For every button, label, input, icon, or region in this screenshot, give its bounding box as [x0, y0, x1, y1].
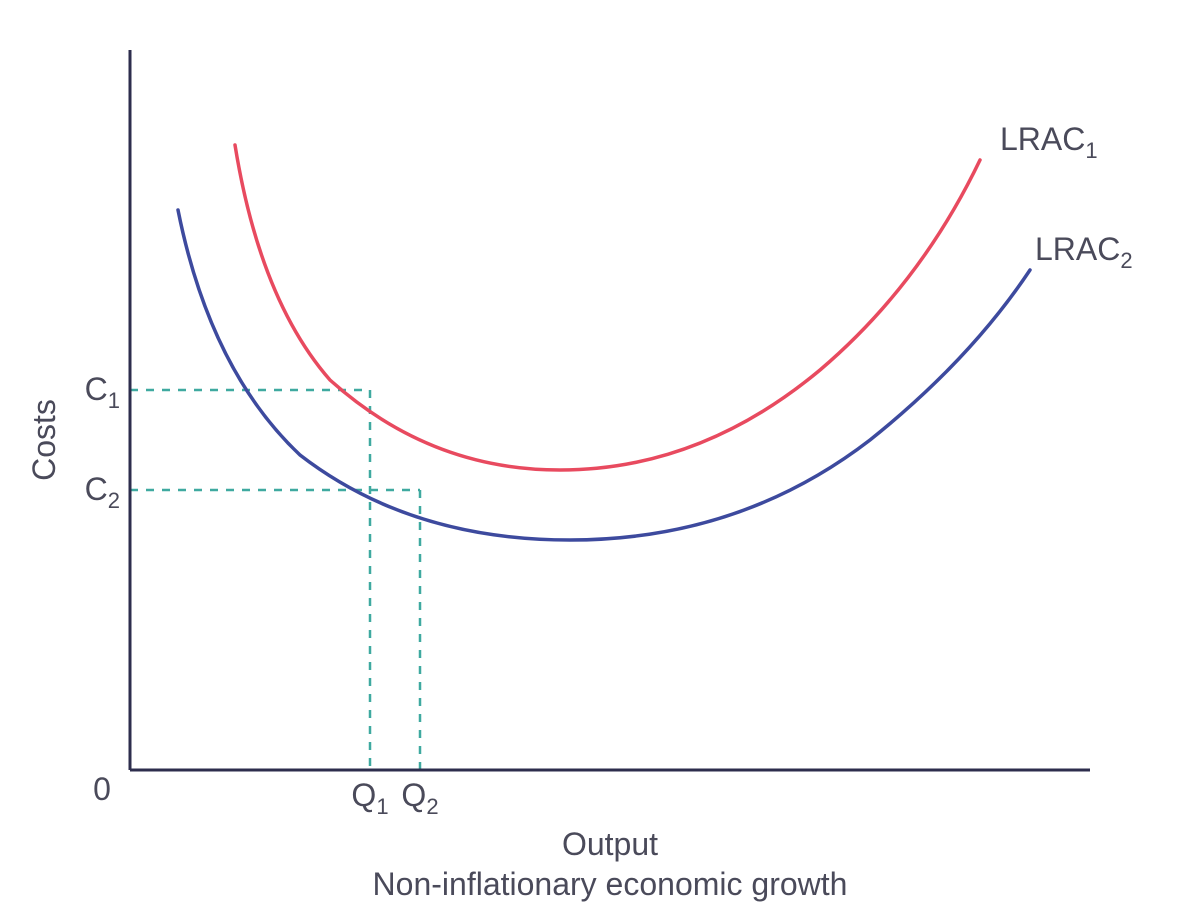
curve-label-LRAC2: LRAC2: [1035, 231, 1133, 273]
origin-label: 0: [93, 771, 111, 807]
chart-svg: 0C1C2Q1Q2LRAC1LRAC2CostsOutputNon-inflat…: [0, 0, 1182, 902]
y-axis-label: Costs: [26, 399, 62, 481]
chart-subtitle: Non-inflationary economic growth: [373, 866, 848, 902]
lrac-chart: 0C1C2Q1Q2LRAC1LRAC2CostsOutputNon-inflat…: [0, 0, 1182, 902]
x-axis-label: Output: [562, 826, 658, 862]
curve-label-LRAC1: LRAC1: [1000, 121, 1098, 163]
